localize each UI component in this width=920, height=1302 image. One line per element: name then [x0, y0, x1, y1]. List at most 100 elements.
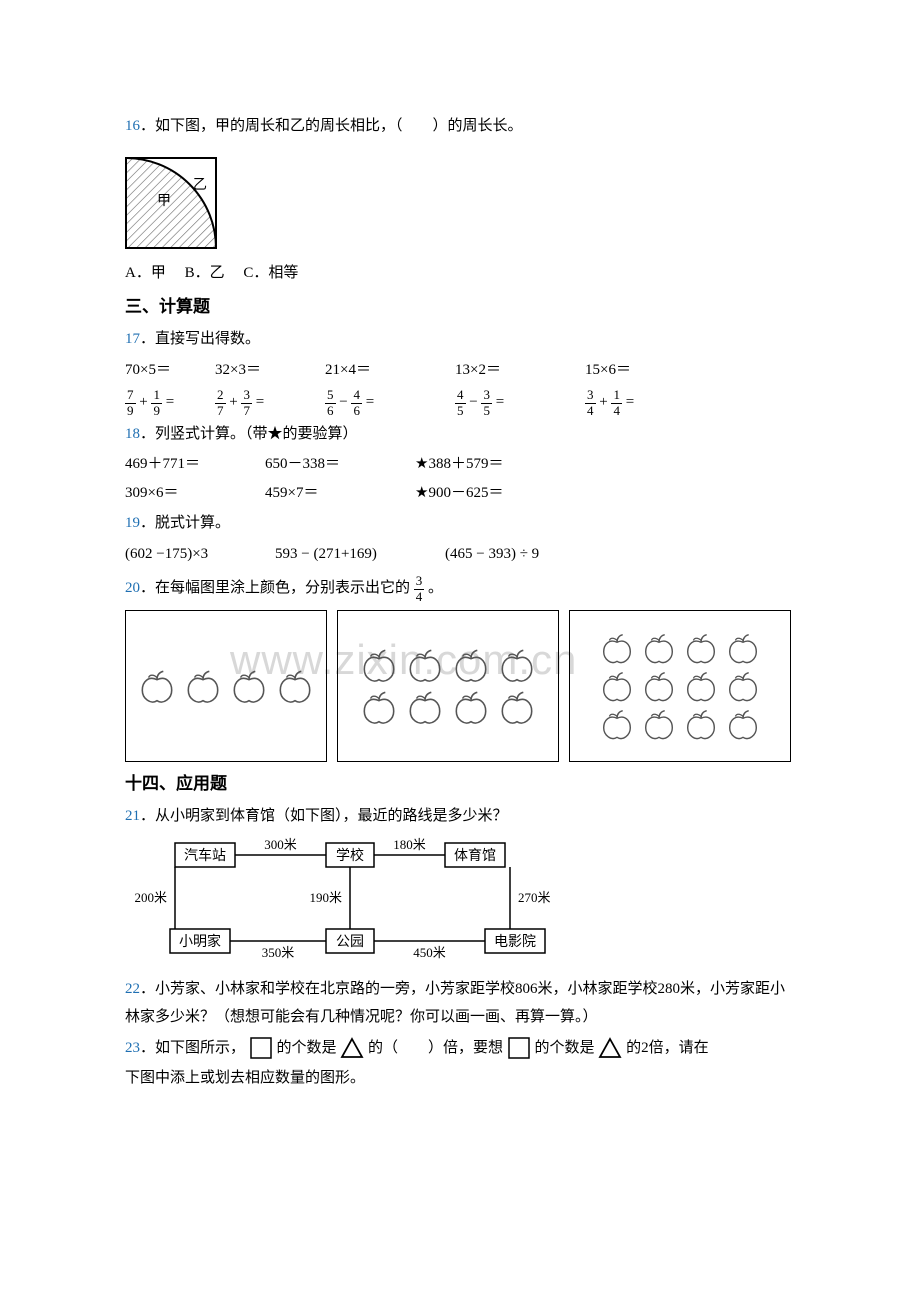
apple-icon	[598, 705, 636, 743]
apple-icon	[404, 686, 446, 728]
q17-frac-expr: 27 + 37 =	[215, 388, 325, 418]
q17-expr: 13×2＝	[455, 356, 585, 385]
square-icon	[507, 1036, 531, 1060]
q17-expr: 15×6＝	[585, 356, 685, 385]
q18-row2: 309×6＝459×7＝★900－625＝	[125, 479, 795, 508]
q17-row2: 79 + 19 =27 + 37 =56 − 46 =45 − 35 =34 +…	[125, 388, 795, 418]
q16-text: ．如下图，甲的周长和乙的周长相比，（ ）的周长长。	[140, 118, 523, 134]
svg-text:200米: 200米	[134, 890, 167, 905]
apple-icon	[228, 665, 270, 707]
section-14-title: 十四、应用题	[125, 768, 795, 800]
q18-expr: ★900－625＝	[415, 479, 575, 508]
q23-line2: 下图中添上或划去相应数量的图形。	[125, 1064, 795, 1093]
q18-expr: 650－338＝	[265, 450, 415, 479]
q22-number: 22	[125, 981, 140, 997]
svg-text:190米: 190米	[309, 890, 342, 905]
svg-text:270米: 270米	[518, 890, 551, 905]
apple-icon	[724, 629, 762, 667]
triangle-icon	[598, 1036, 622, 1060]
q20-number: 20	[125, 581, 140, 597]
q16-options: A．甲 B．乙 C．相等	[125, 259, 795, 288]
q22-text: ．小芳家、小林家和学校在北京路的一旁，小芳家距学校806米，小林家距学校280米…	[125, 981, 785, 1026]
q23-text-f: 下图中添上或划去相应数量的图形。	[125, 1070, 365, 1086]
q23-text-a: ．如下图所示，	[140, 1040, 245, 1056]
svg-text:450米: 450米	[413, 945, 446, 960]
section-3-title: 三、计算题	[125, 291, 795, 323]
square-icon	[249, 1036, 273, 1060]
q20-box	[337, 610, 559, 762]
q18-number: 18	[125, 426, 140, 442]
q22-line: 22．小芳家、小林家和学校在北京路的一旁，小芳家距学校806米，小林家距学校28…	[125, 975, 795, 1032]
q20-box	[569, 610, 791, 762]
q19-row: (602 −175)×3593 − (271+169)(465 − 393) ÷…	[125, 540, 795, 569]
svg-text:180米: 180米	[393, 837, 426, 852]
apple-icon	[682, 629, 720, 667]
svg-text:300米: 300米	[264, 837, 297, 852]
q18-expr: 459×7＝	[265, 479, 415, 508]
q18-text: ．列竖式计算。（带★的要验算）	[140, 426, 358, 442]
apple-icon	[450, 644, 492, 686]
q18-expr: ★388＋579＝	[415, 450, 575, 479]
apple-icon	[358, 644, 400, 686]
apple-icon	[640, 705, 678, 743]
q21-text: ．从小明家到体育馆（如下图），最近的路线是多少米？	[140, 808, 508, 824]
q17-text: ．直接写出得数。	[140, 331, 260, 347]
q20-line: 20．在每幅图里涂上颜色，分别表示出它的 34 。	[125, 574, 795, 604]
q16-optB: B．乙	[185, 265, 225, 281]
svg-text:小明家: 小明家	[179, 933, 221, 950]
q17-frac-expr: 56 − 46 =	[325, 388, 455, 418]
q17-frac-expr: 45 − 35 =	[455, 388, 585, 418]
q21-number: 21	[125, 808, 140, 824]
q16-number: 16	[125, 118, 140, 134]
apple-icon	[640, 667, 678, 705]
q16-label-yi: 乙	[193, 177, 207, 193]
q16-optA: A．甲	[125, 265, 166, 281]
q20-fraction: 34	[414, 574, 425, 604]
apple-icon	[682, 667, 720, 705]
q23-text-e: 的2倍，请在	[626, 1040, 709, 1056]
q20-text-b: 。	[428, 581, 443, 597]
q17-frac-expr: 79 + 19 =	[125, 388, 215, 418]
q17-expr: 32×3＝	[215, 356, 325, 385]
q18-expr: 309×6＝	[125, 479, 265, 508]
apple-icon	[274, 665, 316, 707]
q20-figures	[125, 610, 795, 762]
svg-text:汽车站: 汽车站	[184, 847, 226, 864]
q19-line: 19．脱式计算。	[125, 509, 795, 538]
apple-icon	[358, 686, 400, 728]
q23-text-d: 的个数是	[535, 1040, 595, 1056]
q23-line1: 23．如下图所示， 的个数是 的（ ）倍，要想 的个数是 的2倍，请在	[125, 1034, 795, 1063]
svg-text:350米: 350米	[262, 945, 295, 960]
apple-icon	[136, 665, 178, 707]
q19-expr: (602 −175)×3	[125, 540, 275, 569]
apple-icon	[450, 686, 492, 728]
q21-line: 21．从小明家到体育馆（如下图），最近的路线是多少米？	[125, 802, 795, 831]
q23-text-c: 的（ ）倍，要想	[368, 1040, 503, 1056]
apple-icon	[598, 629, 636, 667]
q20-box	[125, 610, 327, 762]
svg-text:公园: 公园	[336, 935, 364, 950]
apple-icon	[724, 667, 762, 705]
q17-line: 17．直接写出得数。	[125, 325, 795, 354]
q16-line: 16．如下图，甲的周长和乙的周长相比，（ ）的周长长。	[125, 112, 795, 141]
q20-text-a: ．在每幅图里涂上颜色，分别表示出它的	[140, 581, 410, 597]
q19-expr: 593 − (271+169)	[275, 540, 445, 569]
apple-icon	[598, 667, 636, 705]
q17-frac-expr: 34 + 14 =	[585, 388, 685, 418]
apple-icon	[682, 705, 720, 743]
q17-expr: 21×4＝	[325, 356, 455, 385]
svg-text:电影院: 电影院	[494, 934, 536, 950]
q16-label-jia: 甲	[157, 194, 171, 209]
apple-icon	[496, 644, 538, 686]
q19-number: 19	[125, 515, 140, 531]
q19-text: ．脱式计算。	[140, 515, 230, 531]
q18-line: 18．列竖式计算。（带★的要验算）	[125, 420, 795, 449]
svg-text:体育馆: 体育馆	[454, 848, 496, 864]
q18-row1: 469＋771＝650－338＝★388＋579＝	[125, 450, 795, 479]
apple-icon	[496, 686, 538, 728]
q21-figure: 300米180米200米190米270米350米450米汽车站学校体育馆小明家公…	[125, 833, 795, 963]
apple-icon	[182, 665, 224, 707]
q17-row1: 70×5＝32×3＝21×4＝13×2＝15×6＝	[125, 356, 795, 385]
apple-icon	[404, 644, 446, 686]
q17-expr: 70×5＝	[125, 356, 215, 385]
